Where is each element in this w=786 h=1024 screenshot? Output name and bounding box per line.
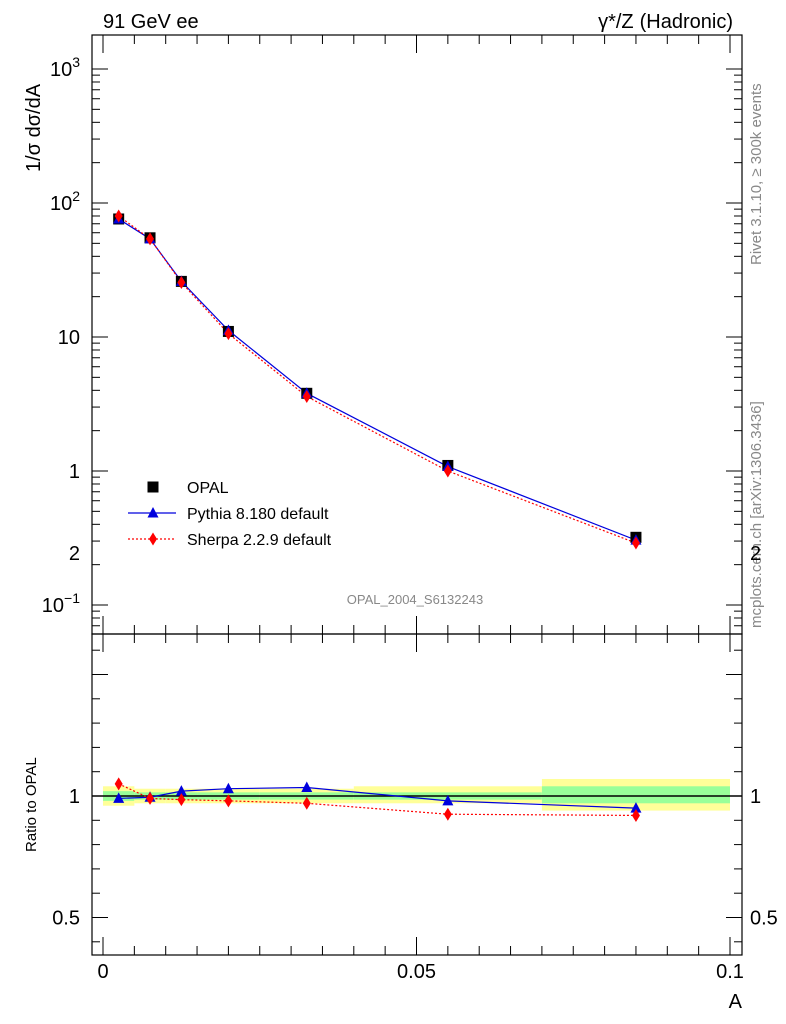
y-tick-label-ratio: 2 (69, 543, 80, 565)
x-tick-label: 0.1 (716, 961, 744, 983)
ratio-point-sherpa (114, 777, 123, 791)
y-axis-label-upper: 1/σ dσ/dA (23, 83, 45, 172)
header-right-title: γ*/Z (Hadronic) (598, 11, 733, 33)
y-tick-label-ratio-right: 1 (750, 786, 761, 808)
analysis-watermark: OPAL_2004_S6132243 (347, 592, 483, 607)
point-sherpa (177, 276, 186, 290)
legend-label: OPAL (187, 480, 229, 497)
ratio-point-sherpa (631, 808, 640, 822)
ratio-band-inner (541, 786, 730, 804)
ratio-point-sherpa (443, 807, 452, 821)
legend-label: Pythia 8.180 default (187, 506, 329, 523)
ratio-panel: 0 0.05 0.1 0.5 0.5 1 1 2 2 (52, 543, 778, 983)
ratio-point-pythia (222, 782, 234, 794)
y-tick-label-ratio: 1 (69, 786, 80, 808)
mcplots-label: mcplots.cern.ch [arXiv:1306.3436] (748, 401, 765, 628)
point-sherpa (114, 209, 123, 223)
y-tick-label-upper: 1 (69, 461, 80, 483)
x-axis-label: A (729, 991, 743, 1013)
legend-marker (149, 532, 157, 546)
ratio-point-pythia (630, 802, 642, 813)
header-left-title: 91 GeV ee (103, 11, 199, 33)
header-right-title-sym: γ*/Z (598, 11, 634, 33)
ratio-point-sherpa (302, 796, 311, 810)
ratio-point-pythia (301, 781, 313, 792)
y-tick-label-upper: 10 (58, 327, 80, 349)
y-axis-label-ratio: Ratio to OPAL (23, 757, 40, 852)
upper-panel: 10−1 1 10 102 103 (42, 34, 743, 635)
point-sherpa (146, 232, 155, 246)
rivet-label: Rivet 3.1.10, ≥ 300k events (748, 83, 765, 265)
y-tick-label-upper: 103 (50, 54, 80, 81)
x-tick-label: 0 (97, 961, 108, 983)
point-sherpa (302, 389, 311, 403)
point-sherpa (443, 464, 452, 478)
legend-marker (147, 507, 159, 518)
point-sherpa (631, 536, 640, 550)
legend-marker (147, 481, 159, 493)
legend: OPAL Pythia 8.180 default Sherpa 2.2.9 def… (128, 480, 332, 549)
ratio-point-sherpa (177, 793, 186, 807)
y-tick-label-ratio: 0.5 (52, 908, 80, 930)
header-right-title-rest: (Hadronic) (640, 11, 733, 33)
y-tick-label-upper: 102 (50, 188, 80, 215)
ratio-point-pythia (442, 794, 454, 806)
y-tick-label-upper: 10−1 (42, 590, 80, 617)
y-tick-label-ratio-right: 2 (750, 543, 761, 565)
ratio-point-sherpa (146, 791, 155, 805)
ratio-point-pythia (175, 785, 187, 796)
legend-label: Sherpa 2.2.9 default (187, 532, 332, 549)
ratio-point-sherpa (224, 794, 233, 808)
x-tick-label: 0.05 (397, 961, 436, 983)
y-tick-label-ratio-right: 0.5 (750, 908, 778, 930)
ratio-point-pythia (113, 792, 125, 803)
point-sherpa (224, 327, 233, 341)
